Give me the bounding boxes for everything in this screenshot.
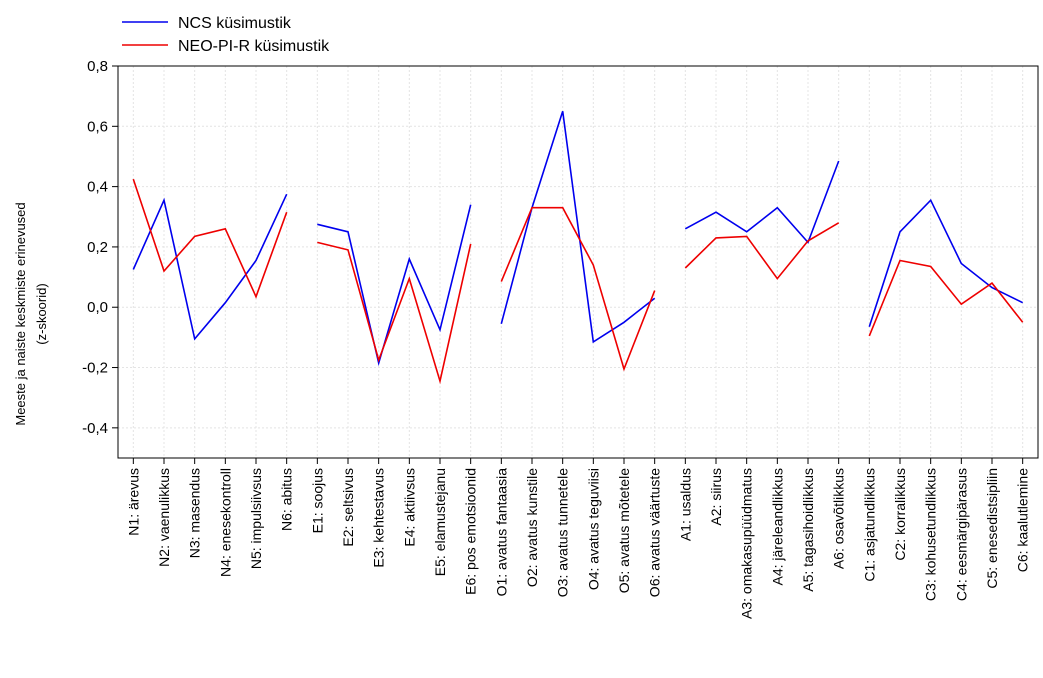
y-axis-label: Meeste ja naiste keskmiste erinevused (z… — [13, 202, 49, 425]
y-tick-label: 0,2 — [87, 239, 108, 256]
x-tick-label: N1: ärevus — [125, 468, 141, 536]
axes — [112, 65, 1039, 464]
series-line-segment — [868, 198, 1024, 328]
x-tick-label: O5: avatus mõtetele — [616, 468, 632, 594]
series-line-segment — [500, 110, 656, 344]
series-line-segment — [132, 193, 288, 341]
x-tick-label: C2: korralikkus — [892, 468, 908, 561]
x-tick-label: A2: siirus — [708, 468, 724, 526]
x-tick-label: A4: järeleandlikkus — [769, 468, 785, 586]
x-tick-label: A1: usaldus — [677, 468, 693, 541]
series-line-segment — [868, 259, 1024, 337]
x-tick-label: A3: omakasupüüdmatus — [739, 468, 755, 619]
y-tick-label: -0,2 — [82, 360, 108, 377]
y-tick-label: 0,4 — [87, 179, 108, 196]
y-tick-label: 0,8 — [87, 58, 108, 75]
grid — [118, 65, 1038, 458]
x-tick-label: O1: avatus fantaasia — [493, 468, 509, 597]
y-tick-label: 0,0 — [87, 299, 108, 316]
y-axis-label-line2: (z-skoorid) — [34, 283, 49, 344]
x-tick-label: E3: kehtestavus — [371, 468, 387, 568]
x-tick-label: O2: avatus kunstile — [524, 468, 540, 587]
x-tick-label: N6: abitus — [279, 468, 295, 531]
x-tick-label: O3: avatus tunnetele — [555, 468, 571, 597]
x-tick-labels: N1: ärevus N2: vaenulikkus N3: masendus N4:… — [125, 468, 1030, 619]
x-tick-label: C6: kaalutlemine — [1015, 468, 1031, 572]
y-axis-label-line1: Meeste ja naiste keskmiste erinevused — [13, 202, 28, 425]
series-line-segment — [132, 178, 288, 299]
x-tick-label: O4: avatus teguviisi — [585, 468, 601, 590]
series-line-segment — [317, 204, 472, 367]
legend: NCS küsimustik NEO-PI-R küsimustik — [122, 15, 330, 55]
x-tick-label: N5: impulsiivsus — [248, 468, 264, 569]
x-tick-label: C3: kohusetundlikkus — [923, 468, 939, 601]
x-tick-label: E2: seltsivus — [340, 468, 356, 547]
x-tick-label: A5: tagasihoidlikkus — [800, 468, 816, 592]
x-tick-label: C1: asjatundlikkus — [861, 468, 877, 582]
x-tick-label: E4: aktiivsus — [401, 468, 417, 547]
x-tick-label: E6: pos emotsioonid — [463, 468, 479, 595]
y-tick-label: 0,6 — [87, 118, 108, 135]
x-tick-label: N2: vaenulikkus — [156, 468, 172, 567]
x-tick-label: A6: osavõtlikkus — [831, 468, 847, 569]
y-tick-label: -0,4 — [82, 420, 108, 437]
x-tick-label: C4: eesmärgipärasus — [953, 468, 969, 601]
series-line-segment — [500, 206, 656, 372]
x-tick-label: O6: avatus väärtuste — [647, 468, 663, 597]
series — [132, 110, 1024, 385]
series-line-segment — [684, 222, 840, 280]
plot-frame — [117, 65, 1039, 459]
x-tick-label: C5: enesedistsipliin — [984, 468, 1000, 589]
legend-label-ncs: NCS küsimustik — [178, 15, 292, 32]
x-tick-label: E5: elamustejanu — [432, 468, 448, 576]
legend-label-neo: NEO-PI-R küsimustik — [178, 38, 330, 55]
y-tick-labels: 0,8 0,6 0,4 0,2 0,0 -0,2 -0,4 — [82, 58, 108, 437]
series-line-segment — [317, 241, 472, 385]
x-tick-label: N3: masendus — [187, 468, 203, 558]
x-tick-label: N4: enesekontroll — [217, 468, 233, 577]
x-tick-label: E1: soojus — [309, 468, 325, 533]
series-line-segment — [684, 160, 840, 244]
series-neo — [132, 178, 1024, 385]
